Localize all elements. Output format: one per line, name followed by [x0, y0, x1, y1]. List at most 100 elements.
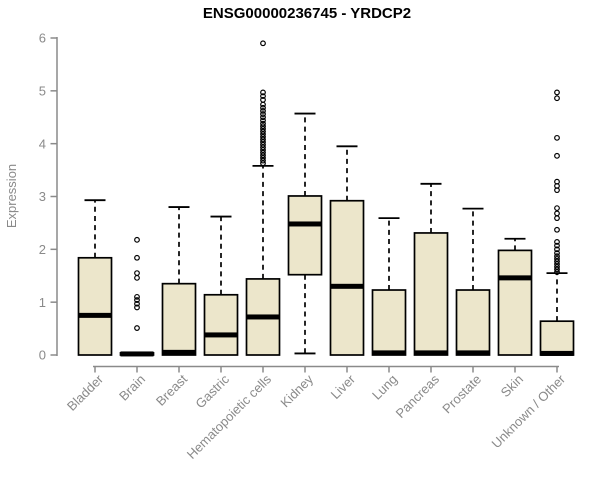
box-breast	[161, 206, 197, 356]
iqr-box	[371, 289, 407, 356]
outlier-point	[134, 274, 140, 281]
box-unknown-other	[539, 89, 575, 356]
iqr-box	[77, 256, 113, 356]
median-line	[246, 314, 280, 320]
outlier-point	[260, 89, 266, 96]
outlier-point	[134, 293, 140, 300]
outlier-point	[554, 89, 560, 96]
box-pancreas	[413, 182, 449, 356]
iqr-box	[539, 320, 575, 356]
outlier-point	[260, 104, 266, 111]
y-tick-label: 3	[39, 189, 46, 204]
outlier-point	[554, 95, 560, 102]
median-line	[120, 351, 154, 357]
y-axis-label: Expression	[4, 164, 19, 228]
median-line	[372, 350, 406, 356]
outlier-point	[260, 141, 266, 148]
outlier-point	[134, 270, 140, 277]
box-gastric	[203, 215, 239, 356]
outlier-point	[134, 300, 140, 307]
outlier-point	[554, 205, 560, 212]
median-line	[456, 350, 490, 356]
y-tick-label: 2	[39, 242, 46, 257]
outlier-point	[260, 120, 266, 127]
outlier-point	[260, 96, 266, 103]
outlier-point	[260, 160, 266, 167]
outlier-point	[260, 117, 266, 124]
median-line	[414, 350, 448, 356]
median-line	[78, 312, 112, 318]
outlier-point	[554, 269, 560, 275]
median-line	[330, 283, 364, 289]
x-tick-label: Unknown / Other	[489, 371, 569, 451]
outlier-point	[554, 178, 560, 185]
outlier-point	[134, 304, 140, 311]
outlier-point	[554, 246, 560, 253]
outlier-point	[260, 128, 266, 135]
outlier-point	[260, 101, 266, 108]
outlier-point	[134, 236, 140, 243]
outlier-point	[554, 215, 560, 222]
median-line	[288, 221, 322, 227]
outlier-point	[260, 133, 266, 140]
box-lung	[371, 217, 407, 356]
outlier-point	[260, 152, 266, 159]
outlier-point	[260, 40, 266, 47]
outlier-point	[260, 155, 266, 161]
x-tick-label: Skin	[498, 372, 526, 400]
y-tick-label: 4	[39, 136, 46, 151]
x-tick-label: Liver	[328, 371, 359, 402]
x-tick-label: Breast	[153, 371, 190, 408]
outlier-point	[554, 210, 560, 217]
outlier-point	[260, 93, 266, 100]
outlier-point	[260, 131, 266, 138]
x-tick-label: Lung	[369, 372, 400, 403]
box-skin	[497, 237, 533, 356]
iqr-box	[497, 249, 533, 356]
outlier-point	[134, 297, 140, 303]
chart-title: ENSG00000236745 - YRDCP2	[203, 5, 411, 22]
outlier-point	[260, 111, 266, 117]
outlier-point	[554, 263, 560, 270]
outlier-point	[134, 325, 140, 331]
iqr-box	[413, 232, 449, 356]
outlier-point	[260, 114, 266, 121]
x-tick-label: Kidney	[277, 371, 316, 410]
box-liver	[329, 145, 365, 356]
y-tick-label: 0	[39, 348, 46, 363]
box-bladder	[77, 199, 113, 356]
iqr-box	[329, 199, 365, 356]
median-line	[162, 349, 196, 355]
outlier-point	[554, 250, 560, 256]
outlier-point	[554, 239, 560, 245]
outlier-point	[260, 136, 266, 143]
box-series	[77, 40, 575, 357]
x-tick-label: Bladder	[64, 371, 107, 414]
y-tick-label: 5	[39, 83, 46, 98]
outlier-point	[260, 139, 266, 145]
outlier-point	[554, 253, 560, 260]
box-kidney	[287, 112, 323, 355]
iqr-box	[287, 195, 323, 276]
iqr-box	[203, 293, 239, 356]
outlier-point	[134, 254, 140, 261]
x-tick-label: Brain	[116, 372, 148, 404]
outlier-point	[554, 255, 560, 262]
box-prostate	[455, 207, 491, 356]
iqr-box	[161, 282, 197, 356]
outlier-point	[260, 123, 266, 130]
outlier-point	[554, 152, 560, 159]
outlier-point	[260, 108, 266, 114]
y-tick-label: 1	[39, 295, 46, 310]
median-line	[204, 332, 238, 338]
outlier-point	[260, 125, 266, 132]
median-line	[540, 350, 574, 356]
outlier-point	[554, 226, 560, 233]
outlier-point	[554, 261, 560, 268]
outlier-point	[260, 149, 266, 156]
box-hematopoietic-cells	[245, 40, 281, 356]
outlier-point	[260, 144, 266, 151]
outlier-point	[554, 258, 560, 265]
